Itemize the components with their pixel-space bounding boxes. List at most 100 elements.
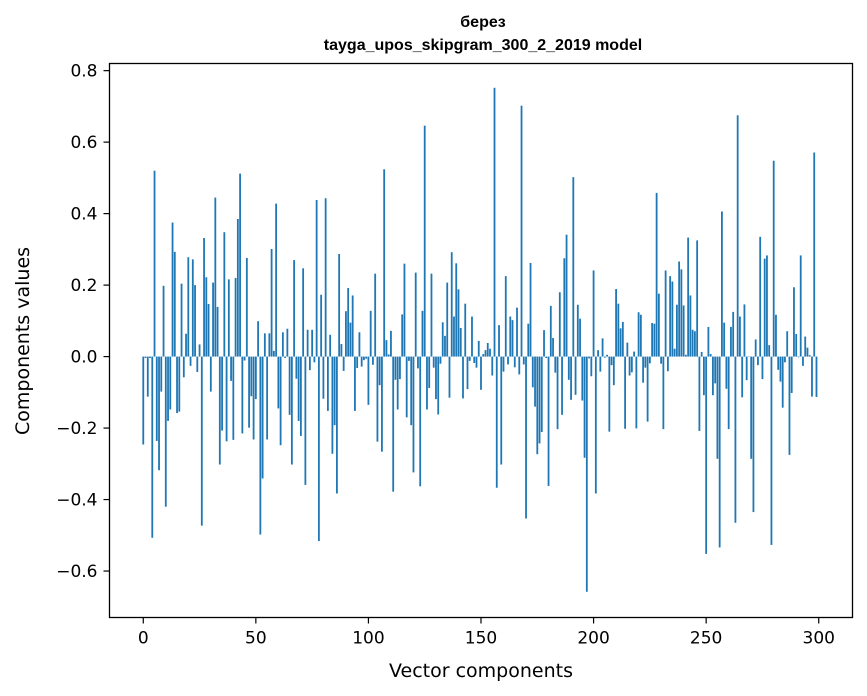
bar xyxy=(155,356,158,441)
bar xyxy=(527,323,530,357)
bar xyxy=(673,348,676,357)
bar xyxy=(680,269,683,357)
bar xyxy=(565,234,568,357)
bar xyxy=(194,285,196,357)
bar xyxy=(723,322,726,357)
bar xyxy=(583,356,586,458)
y-tick-label: 0.2 xyxy=(70,276,97,296)
bar xyxy=(390,330,392,357)
bar xyxy=(297,356,300,421)
bar xyxy=(196,356,199,372)
bar xyxy=(329,334,332,357)
bar xyxy=(504,276,507,357)
y-axis-label: Components values xyxy=(12,247,34,435)
bar xyxy=(608,356,611,432)
bar xyxy=(675,304,678,357)
bar xyxy=(448,356,451,398)
bar xyxy=(500,356,503,465)
x-tick-label: 100 xyxy=(352,629,384,649)
x-tick-label: 50 xyxy=(245,629,267,649)
bar xyxy=(646,356,649,422)
bar xyxy=(730,326,732,357)
bar xyxy=(345,311,347,357)
bar xyxy=(615,289,617,357)
bar xyxy=(288,356,291,415)
bar xyxy=(671,281,674,357)
bar xyxy=(601,338,604,357)
bar xyxy=(784,356,786,363)
bar xyxy=(736,115,739,357)
bar xyxy=(324,198,327,357)
bar xyxy=(457,289,460,357)
bar xyxy=(167,356,169,421)
bar xyxy=(721,211,723,357)
bar xyxy=(419,356,422,487)
bar xyxy=(171,222,174,357)
bar xyxy=(563,258,566,357)
bar xyxy=(336,356,338,494)
bar xyxy=(173,251,176,357)
bar xyxy=(498,325,500,357)
bar xyxy=(558,292,561,357)
bar xyxy=(624,356,626,429)
bar xyxy=(617,303,620,357)
y-tick-label: −0.2 xyxy=(56,419,97,439)
bar xyxy=(525,356,527,519)
bar xyxy=(439,356,442,364)
bar xyxy=(261,356,264,479)
bar xyxy=(342,356,345,371)
bar xyxy=(779,356,782,382)
bar xyxy=(644,356,647,368)
bar xyxy=(655,192,658,357)
bar xyxy=(682,305,685,357)
bar xyxy=(385,340,388,357)
bar xyxy=(437,356,440,415)
bar xyxy=(603,356,606,358)
bar xyxy=(576,304,579,357)
bar xyxy=(405,356,408,418)
bar xyxy=(189,356,192,366)
bar xyxy=(491,356,494,376)
bar xyxy=(651,322,654,357)
bar xyxy=(707,326,710,357)
bar xyxy=(414,272,417,357)
bar xyxy=(381,356,383,452)
bar xyxy=(684,354,687,357)
y-tick-label: 0.8 xyxy=(70,62,97,82)
bar xyxy=(619,328,622,357)
bar xyxy=(518,356,521,375)
bar xyxy=(160,356,163,392)
bar xyxy=(327,356,329,411)
bar xyxy=(592,270,595,357)
bar xyxy=(761,356,764,380)
bar xyxy=(790,356,793,394)
bar xyxy=(509,316,512,357)
bar xyxy=(149,356,151,359)
bar xyxy=(252,356,255,440)
bar xyxy=(637,312,640,357)
bar xyxy=(811,356,813,397)
bar xyxy=(808,355,811,357)
bar xyxy=(399,356,401,380)
bar xyxy=(687,237,690,357)
bar xyxy=(351,295,354,357)
bar xyxy=(263,333,266,357)
bar xyxy=(302,268,305,357)
bar xyxy=(455,263,458,357)
bar xyxy=(450,252,453,357)
bar xyxy=(354,356,356,411)
bar xyxy=(317,356,320,542)
bar xyxy=(797,356,800,358)
bar xyxy=(169,356,172,410)
bar xyxy=(259,356,262,535)
bar xyxy=(275,203,278,357)
bar xyxy=(513,356,516,368)
bar xyxy=(666,356,669,372)
bar xyxy=(540,356,543,432)
bar xyxy=(795,334,798,357)
bar xyxy=(423,125,426,357)
bar xyxy=(412,356,415,473)
bar xyxy=(403,263,406,357)
bar xyxy=(182,356,185,378)
